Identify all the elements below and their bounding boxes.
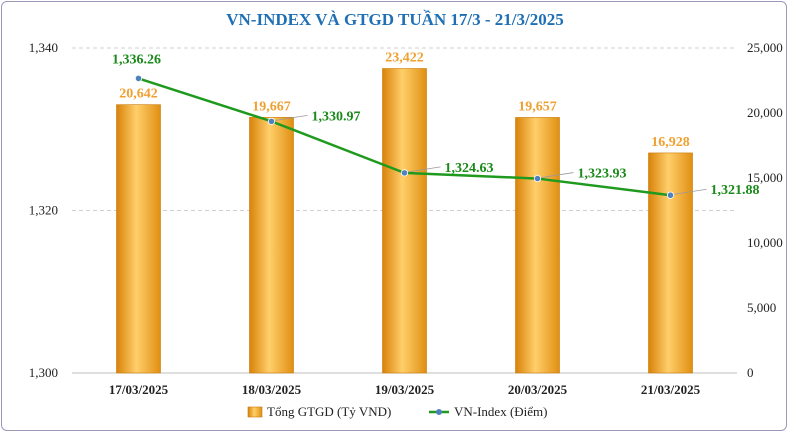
- line-point: [533, 174, 542, 183]
- leader-line: [275, 114, 308, 121]
- legend-label-line: VN-Index (Điểm): [454, 404, 548, 419]
- y-right-tick-label: 25,000: [747, 40, 783, 55]
- x-tick-label: 19/03/2025: [375, 382, 435, 397]
- x-tick-label: 21/03/2025: [641, 382, 701, 397]
- line-data-label: 1,336.26: [112, 52, 161, 67]
- legend-swatch-marker: [436, 409, 442, 415]
- line-data-label: 1,330.97: [312, 109, 361, 124]
- bar: [249, 117, 294, 374]
- bar-data-label: 20,642: [119, 87, 158, 102]
- y-right-tick-label: 10,000: [747, 235, 783, 250]
- line-data-label: 1,323.93: [578, 167, 627, 182]
- bar: [515, 117, 560, 374]
- bar-data-label: 23,422: [385, 51, 424, 66]
- line-point: [666, 191, 675, 199]
- x-tick-label: 18/03/2025: [242, 382, 302, 397]
- bar-data-label: 19,657: [518, 99, 557, 114]
- legend-label-bar: Tổng GTGD (Tỷ VND): [267, 404, 391, 419]
- chart-title: VN-INDEX VÀ GTGD TUẦN 17/3 - 21/3/2025: [226, 10, 564, 29]
- leader-line: [408, 166, 441, 173]
- legend-swatch-bar: [247, 406, 263, 418]
- leader-line: [674, 188, 707, 195]
- line-point: [267, 117, 276, 125]
- line-point: [134, 74, 143, 82]
- x-tick-label: 20/03/2025: [508, 382, 568, 397]
- y-right-tick-label: 5,000: [747, 300, 776, 315]
- y-left-tick-label: 1,300: [29, 365, 58, 380]
- bar: [648, 152, 693, 374]
- x-tick-label: 17/03/2025: [109, 382, 169, 397]
- leader-line: [541, 172, 574, 178]
- bar: [116, 104, 161, 374]
- y-left-tick-label: 1,340: [29, 40, 58, 55]
- y-right-tick-label: 15,000: [747, 170, 783, 185]
- bar-data-label: 16,928: [651, 135, 690, 150]
- y-right-tick-label: 0: [747, 365, 754, 380]
- y-left-tick-label: 1,320: [29, 203, 58, 218]
- bar: [382, 68, 427, 374]
- y-right-tick-label: 20,000: [747, 105, 783, 120]
- bar-data-label: 19,667: [252, 99, 291, 114]
- line-data-label: 1,324.63: [445, 161, 494, 176]
- line-point: [400, 169, 409, 177]
- line-data-label: 1,321.88: [711, 183, 760, 198]
